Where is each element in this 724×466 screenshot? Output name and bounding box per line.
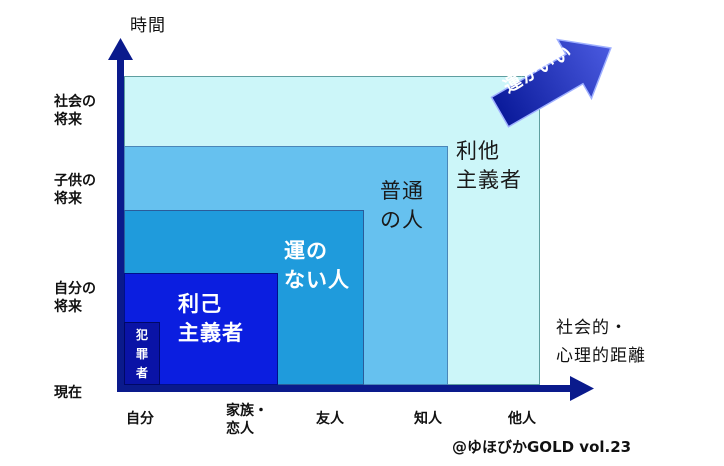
x-tick-self: 自分 [126, 411, 154, 427]
region-criminal [124, 322, 160, 385]
lucky-arrow [490, 38, 612, 128]
x-tick-friend: 友人 [316, 411, 344, 427]
label-egoist: 利己 主義者 [178, 292, 244, 345]
y-axis-line [117, 58, 124, 391]
y-tick-now: 現在 [54, 385, 82, 401]
x-tick-stranger: 他人 [508, 411, 536, 427]
label-criminal: 犯 罪 者 [135, 328, 148, 380]
x-axis-arrowhead [570, 376, 594, 401]
x-axis-title: 社会的・ 心理的距離 [556, 318, 646, 366]
y-tick-children-future: 子供の 将来 [54, 173, 96, 207]
label-altruist: 利他 主義者 [456, 139, 522, 192]
y-axis-title: 時間 [130, 16, 166, 36]
x-tick-family-lover: 家族・ 恋人 [226, 403, 268, 437]
y-tick-own-future: 自分の 将来 [54, 281, 96, 315]
x-axis-line [117, 385, 572, 392]
x-tick-acquaintance: 知人 [414, 411, 442, 427]
y-tick-society-future: 社会の 将来 [54, 94, 96, 128]
y-axis-arrowhead [108, 38, 133, 60]
label-unlucky-person: 運の ない人 [284, 239, 350, 292]
credit-text: @ゆほびかGOLD vol.23 [452, 438, 632, 456]
label-normal-person: 普通 の人 [380, 179, 424, 232]
